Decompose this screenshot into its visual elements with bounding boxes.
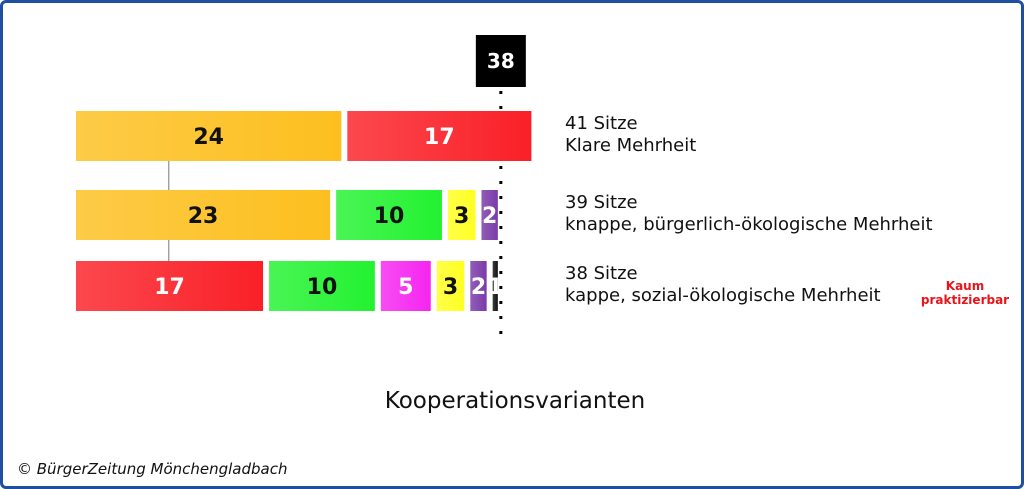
bar-label-row2-2: 10	[374, 204, 405, 229]
bar-segment-row2-2	[336, 190, 442, 240]
bar-label-row3-5: 2	[471, 275, 486, 300]
row-3-note: Kaum praktizierbar	[920, 279, 1010, 307]
bar-segment-row2-4	[481, 190, 498, 240]
bar-segment-row2-1	[76, 190, 331, 240]
bar-segment-row3-1	[76, 261, 264, 311]
row-2-seats: 39 Sitze	[565, 192, 638, 213]
bar-label-row3-3: 5	[398, 275, 413, 300]
row-3-description: 38 Sitze kappe, sozial-ökologische Mehrh…	[565, 263, 881, 307]
row-1-description: 41 Sitze Klare Mehrheit	[565, 113, 696, 157]
bar-segment-row3-5	[470, 261, 487, 311]
row-1-seats: 41 Sitze	[565, 113, 638, 134]
bar-label-row2-4: 2	[482, 204, 497, 229]
bar-label-row3-6: 1	[488, 275, 503, 300]
majority-marker-label: 38	[487, 49, 515, 73]
row-1-majority-type: Klare Mehrheit	[565, 135, 697, 156]
bar-segment-row3-6	[492, 261, 498, 311]
bar-label-row3-1: 17	[154, 275, 185, 300]
bar-segment-row3-4	[436, 261, 465, 311]
bar-segment-row3-3	[380, 261, 431, 311]
chart-title: Kooperationsvarianten	[384, 388, 646, 414]
bar-segment-row1-1	[76, 111, 342, 161]
bar-segment-row1-2	[347, 111, 532, 161]
bar-segment-row3-2	[269, 261, 375, 311]
bar-label-row1-2: 17	[424, 125, 455, 150]
bar-label-row3-4: 3	[443, 275, 458, 300]
bar-label-row2-1: 23	[188, 204, 219, 229]
bar-label-row1-1: 24	[193, 125, 224, 150]
row-2-description: 39 Sitze knappe, bürgerlich-ökologische …	[565, 192, 933, 236]
majority-marker-box	[475, 35, 526, 87]
bar-label-row2-3: 3	[454, 204, 469, 229]
bar-segment-row2-3	[447, 190, 476, 240]
row-3-majority-type: kappe, sozial-ökologische Mehrheit	[565, 285, 881, 306]
bar-label-row3-2: 10	[307, 275, 338, 300]
row-3-seats: 38 Sitze	[565, 263, 638, 284]
copyright: © BürgerZeitung Mönchengladbach	[17, 460, 288, 478]
row-2-majority-type: knappe, bürgerlich-ökologische Mehrheit	[565, 214, 933, 235]
